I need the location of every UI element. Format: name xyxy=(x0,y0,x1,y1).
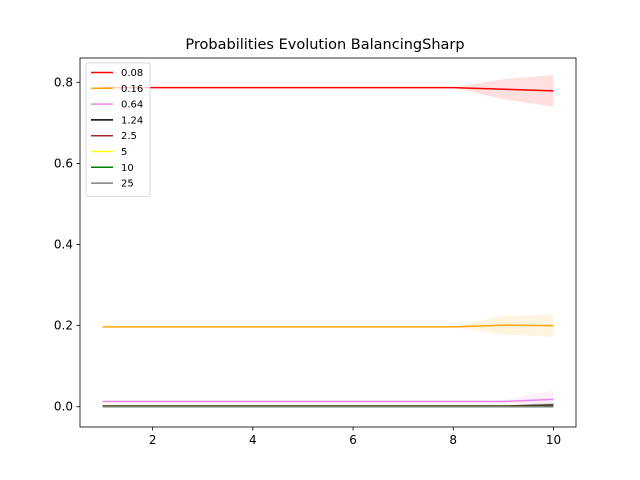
y-tick-label-0.4: 0.4 xyxy=(54,238,73,252)
legend-label-25: 25 xyxy=(121,179,134,190)
x-tick-label-8: 8 xyxy=(449,433,457,447)
x-tick-label-10: 10 xyxy=(546,433,561,447)
y-tick-label-0: 0.0 xyxy=(54,400,73,414)
legend-label-0.16: 0.16 xyxy=(121,84,143,95)
legend-label-1.24: 1.24 xyxy=(121,115,143,126)
y-tick-label-0.2: 0.2 xyxy=(54,319,73,333)
band-0.16 xyxy=(102,314,554,337)
axes: 2 4 6 8 10 0.0 0.2 0.4 0.6 0.8 xyxy=(54,57,577,447)
series-line-0.64 xyxy=(102,398,554,403)
x-tick-label-2: 2 xyxy=(149,433,157,447)
series-line-0.16 xyxy=(102,324,554,328)
plot-frame xyxy=(79,57,577,428)
legend-label-5: 5 xyxy=(121,147,127,158)
legend-label-0.64: 0.64 xyxy=(121,100,143,111)
chart-title: Probabilities Evolution BalancingSharp xyxy=(185,37,464,53)
y-tick-label-0.8: 0.8 xyxy=(54,75,73,89)
legend-box xyxy=(85,62,151,197)
legend-label-10: 10 xyxy=(121,163,134,174)
legend: 0.08 0.16 0.64 1.24 2.5 5 10 25 xyxy=(85,62,151,197)
x-tick-label-4: 4 xyxy=(249,433,257,447)
series-line-0.08 xyxy=(102,86,554,92)
legend-label-2.5: 2.5 xyxy=(121,131,137,142)
y-tick-label-0.6: 0.6 xyxy=(54,156,73,170)
x-tick-label-6: 6 xyxy=(349,433,357,447)
series-lines xyxy=(102,86,554,408)
legend-label-0.08: 0.08 xyxy=(121,68,143,79)
